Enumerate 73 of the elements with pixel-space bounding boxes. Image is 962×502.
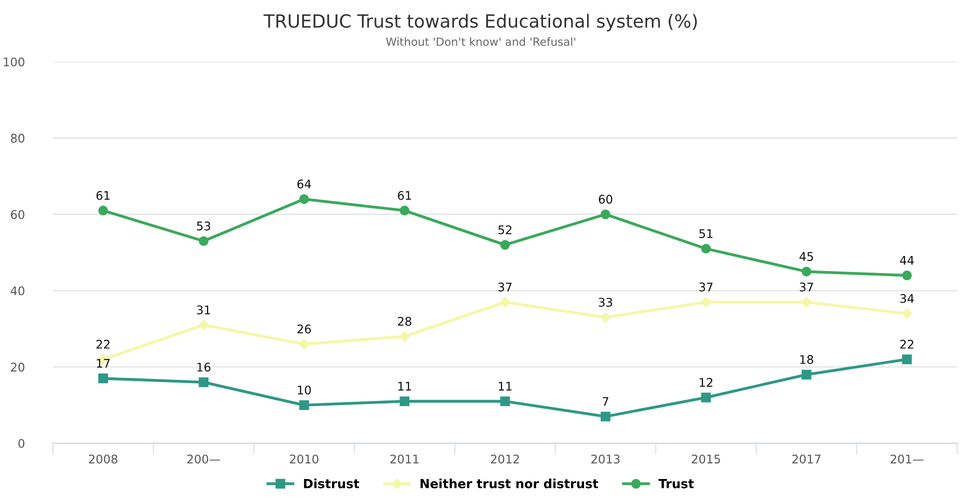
data-label: 26 <box>297 324 311 334</box>
y-tick-label: 40 <box>10 286 24 296</box>
y-tick-label: 80 <box>10 134 24 143</box>
point <box>299 400 309 410</box>
data-label: 22 <box>96 340 110 349</box>
data-label: 44 <box>900 256 914 265</box>
x-tick-label: 2011 <box>390 454 419 464</box>
point <box>399 331 410 342</box>
x-tick-label: 201— <box>890 454 924 464</box>
point <box>902 354 912 364</box>
data-label: 12 <box>700 378 712 387</box>
data-label: 45 <box>800 252 813 261</box>
data-label: 61 <box>398 190 411 200</box>
data-label: 18 <box>800 355 814 364</box>
data-label: 53 <box>197 222 210 230</box>
point <box>902 308 912 319</box>
point <box>600 312 611 322</box>
data-label: 52 <box>498 225 512 234</box>
data-label: 61 <box>96 190 110 200</box>
data-label: 11 <box>398 382 411 391</box>
point <box>198 320 209 330</box>
x-tick-label: 2010 <box>290 454 318 464</box>
point <box>902 270 912 280</box>
point <box>801 296 812 308</box>
chart-subtitle: Without 'Don't know' and 'Refusal' <box>386 37 576 46</box>
point <box>98 374 108 384</box>
data-label: 33 <box>598 298 612 307</box>
point <box>400 206 410 216</box>
data-label: 7 <box>602 397 608 406</box>
x-tick-label: 200— <box>187 454 220 464</box>
point <box>198 236 208 246</box>
x-tick-label: 2017 <box>792 454 820 464</box>
data-label: 37 <box>498 282 512 292</box>
point <box>500 396 510 406</box>
data-label: 64 <box>297 180 311 188</box>
data-label: 10 <box>298 386 311 394</box>
data-label: 34 <box>900 294 914 303</box>
chart-title: TRUEDUC Trust towards Educational system (%) <box>264 14 697 32</box>
data-label: 37 <box>800 282 813 292</box>
legend-label: Neither trust nor distrust <box>420 478 598 488</box>
x-tick-label: 2013 <box>591 454 620 464</box>
point <box>701 392 711 402</box>
y-tick-label: 20 <box>10 362 24 372</box>
legend-label: Distrust <box>304 478 360 488</box>
point <box>98 206 108 216</box>
legend-label: Trust <box>658 479 694 488</box>
data-label: 11 <box>498 382 512 391</box>
point <box>600 209 610 220</box>
x-tick-label: 2012 <box>490 454 519 464</box>
data-label: 17 <box>96 359 110 368</box>
data-label: 51 <box>699 229 712 238</box>
point <box>700 296 712 308</box>
y-tick-label: 60 <box>10 210 24 220</box>
point <box>802 266 812 276</box>
point <box>198 377 208 388</box>
y-tick-label: 0 <box>18 438 24 448</box>
x-tick-label: 2015 <box>692 454 720 464</box>
point <box>802 370 812 380</box>
y-tick-label: 100 <box>4 57 24 66</box>
point <box>701 244 711 254</box>
point <box>500 296 510 308</box>
data-label: 31 <box>197 305 210 314</box>
data-label: 60 <box>598 194 612 204</box>
data-label: 37 <box>699 282 713 292</box>
point <box>600 412 610 422</box>
point <box>298 338 310 350</box>
x-tick-label: 2008 <box>88 454 118 464</box>
data-label: 22 <box>900 340 914 349</box>
point <box>500 240 510 250</box>
data-label: 28 <box>398 316 412 326</box>
point <box>400 396 410 406</box>
point <box>299 194 309 204</box>
data-label: 16 <box>197 362 210 372</box>
